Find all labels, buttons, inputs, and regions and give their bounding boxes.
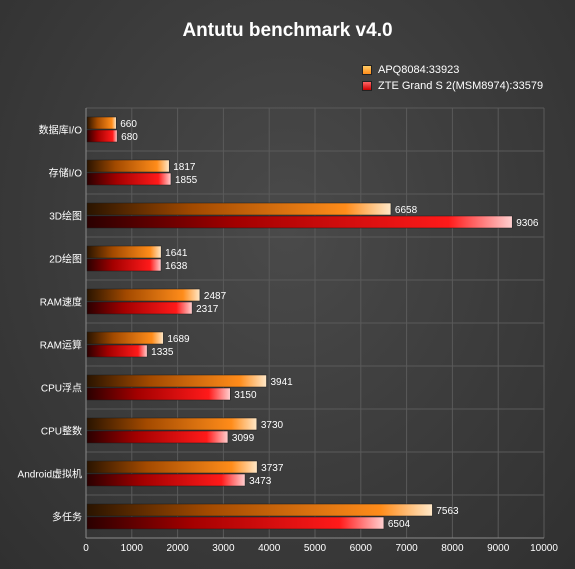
x-tick-label: 0 <box>83 543 89 554</box>
bar-series-2 <box>86 258 162 272</box>
bar-series-1 <box>86 245 162 259</box>
category-label: CPU浮点 <box>41 383 82 395</box>
value-label: 9306 <box>516 218 539 229</box>
value-label: 7563 <box>436 506 459 517</box>
x-tick-label: 5000 <box>304 543 327 554</box>
value-label: 1689 <box>167 334 190 345</box>
category-label: Android虚拟机 <box>18 468 82 481</box>
bar-series-2 <box>86 215 513 229</box>
bar-series-2 <box>86 473 246 487</box>
bar-series-2 <box>86 344 148 358</box>
value-label: 680 <box>121 132 138 143</box>
x-tick-label: 7000 <box>395 543 418 554</box>
value-label: 1641 <box>165 248 188 259</box>
category-label: 数据库I/O <box>39 124 83 137</box>
value-label: 6504 <box>388 519 411 530</box>
x-tick-label: 3000 <box>212 543 235 554</box>
bar-series-2 <box>86 301 193 315</box>
category-label: RAM速度 <box>40 296 82 309</box>
value-label: 3150 <box>234 390 257 401</box>
bar-series-1 <box>86 116 117 130</box>
value-label: 6658 <box>395 205 418 216</box>
bar-series-2 <box>86 516 385 530</box>
legend-swatch-series-1 <box>362 65 372 75</box>
value-label: 1855 <box>175 175 198 186</box>
x-tick-label: 2000 <box>166 543 189 554</box>
category-label: CPU整数 <box>41 425 82 438</box>
value-label: 1817 <box>173 162 196 173</box>
bar-series-1 <box>86 202 392 216</box>
bar-series-1 <box>86 503 433 517</box>
legend-item-series-1: APQ8084:33923 <box>362 62 543 78</box>
chart-title: Antutu benchmark v4.0 <box>182 20 393 41</box>
bar-series-1 <box>86 331 164 345</box>
x-tick-label: 9000 <box>487 543 510 554</box>
legend-swatch-series-2 <box>362 81 372 91</box>
category-label: 3D绘图 <box>49 210 82 223</box>
bar-series-1 <box>86 374 267 388</box>
bar-series-1 <box>86 159 170 173</box>
x-tick-label: 8000 <box>441 543 464 554</box>
bar-series-2 <box>86 387 231 401</box>
category-label: RAM运算 <box>40 339 82 352</box>
bar-series-1 <box>86 288 201 302</box>
x-tick-label: 6000 <box>350 543 373 554</box>
bars-layer <box>86 116 513 530</box>
x-tick-label: 1000 <box>121 543 144 554</box>
legend-label-series-1: APQ8084:33923 <box>378 64 460 76</box>
legend-label-series-2: ZTE Grand S 2(MSM8974):33579 <box>378 80 544 92</box>
bar-series-2 <box>86 172 172 186</box>
value-label: 3737 <box>261 463 284 474</box>
value-label: 3099 <box>232 433 255 444</box>
bar-series-2 <box>86 129 118 143</box>
x-tick-label: 4000 <box>258 543 281 554</box>
labels-layer: 0 1000 2000 3000 4000 5000 6000 7000 8000 9000 100… <box>18 119 559 554</box>
value-label: 2317 <box>196 304 219 315</box>
category-label: 多任务 <box>52 511 82 524</box>
bar-series-1 <box>86 460 258 474</box>
value-label: 1638 <box>165 261 188 272</box>
value-label: 3730 <box>261 420 284 431</box>
bar-series-2 <box>86 430 229 444</box>
x-tick-label: 10000 <box>530 543 558 554</box>
value-label: 2487 <box>204 291 227 302</box>
bar-series-1 <box>86 417 258 431</box>
value-label: 3473 <box>249 476 272 487</box>
value-label: 3941 <box>270 377 293 388</box>
chart-legend: APQ8084:33923 ZTE Grand S 2(MSM8974):335… <box>362 62 543 94</box>
value-label: 660 <box>120 119 137 130</box>
value-label: 1335 <box>151 347 174 358</box>
legend-item-series-2: ZTE Grand S 2(MSM8974):33579 <box>362 78 543 94</box>
grid-layer <box>85 107 545 539</box>
category-label: 存储I/O <box>49 167 83 180</box>
category-label: 2D绘图 <box>49 253 82 266</box>
